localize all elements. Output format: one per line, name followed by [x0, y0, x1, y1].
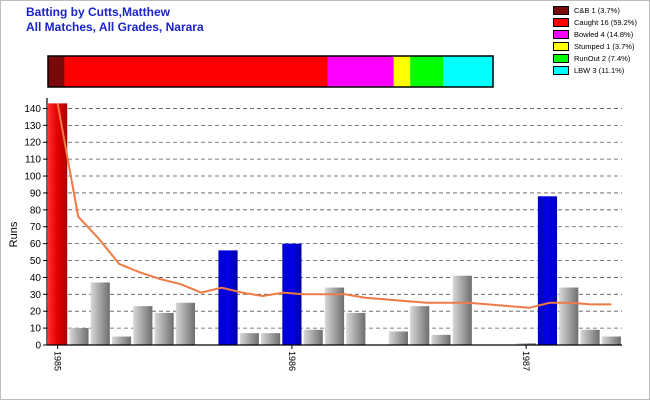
innings-bar — [601, 336, 621, 345]
y-tick-label: 80 — [30, 205, 42, 216]
legend-label: LBW 3 (11.1%) — [574, 66, 625, 75]
season-label: 1985 — [53, 351, 63, 371]
legend-item: C&B 1 (3.7%) — [553, 5, 637, 16]
innings-bar — [537, 196, 558, 345]
legend-swatch — [553, 54, 569, 63]
legend-label: Bowled 4 (14.8%) — [574, 30, 634, 39]
innings-bar — [69, 328, 89, 345]
legend-swatch — [553, 6, 569, 15]
y-tick-label: 40 — [30, 273, 42, 284]
y-tick-label: 140 — [24, 104, 41, 115]
innings-bar — [410, 306, 430, 345]
dismissal-bar — [47, 55, 494, 88]
y-tick-label: 120 — [24, 138, 41, 149]
innings-bar — [346, 312, 366, 345]
legend-label: RunOut 2 (7.4%) — [574, 54, 631, 63]
chart-subtitle: All Matches, All Grades, Narara — [26, 20, 204, 34]
chart-title: Batting by Cutts,Matthew — [26, 5, 170, 19]
y-tick-label: 130 — [24, 121, 41, 132]
legend-item: RunOut 2 (7.4%) — [553, 53, 637, 64]
innings-bar — [239, 333, 259, 345]
y-tick-label: 90 — [30, 188, 42, 199]
season-label: 1986 — [287, 351, 297, 371]
dismissal-segment — [48, 56, 65, 87]
legend-label: Caught 16 (59.2%) — [574, 18, 637, 27]
legend-item: Caught 16 (59.2%) — [553, 17, 637, 28]
legend-swatch — [553, 18, 569, 27]
innings-bar — [452, 275, 472, 345]
legend-label: C&B 1 (3.7%) — [574, 6, 620, 15]
innings-bar — [218, 250, 238, 345]
innings-bar — [559, 287, 579, 345]
season-label: 1987 — [521, 351, 531, 371]
innings-bar — [175, 302, 196, 345]
y-axis-label: Runs — [8, 221, 20, 247]
legend: C&B 1 (3.7%) Caught 16 (59.2%) Bowled 4 (1… — [553, 5, 637, 77]
innings-bar — [48, 103, 68, 346]
legend-swatch — [553, 42, 569, 51]
legend-item: LBW 3 (11.1%) — [553, 65, 637, 76]
innings-bar — [111, 336, 132, 345]
innings-bar — [154, 312, 174, 345]
y-tick-label: 10 — [30, 324, 42, 335]
innings-bar — [90, 282, 110, 345]
y-tick-label: 0 — [35, 341, 41, 352]
innings-bar — [388, 331, 408, 345]
legend-swatch — [553, 30, 569, 39]
bars — [48, 103, 621, 346]
legend-swatch — [553, 66, 569, 75]
y-tick-label: 50 — [30, 256, 42, 267]
dismissal-segment — [327, 56, 394, 87]
innings-bar — [431, 334, 451, 345]
innings-bar — [580, 329, 600, 345]
innings-bar — [261, 333, 281, 345]
legend-item: Bowled 4 (14.8%) — [553, 29, 637, 40]
dismissal-segment — [64, 56, 328, 87]
innings-bar — [303, 329, 323, 345]
y-tick-label: 100 — [24, 172, 41, 183]
y-tick-label: 110 — [25, 155, 41, 166]
y-tick-label: 70 — [30, 222, 42, 233]
y-tick-label: 30 — [30, 290, 42, 301]
average-line — [56, 103, 612, 309]
innings-bar — [516, 343, 536, 345]
legend-item: Stumped 1 (3.7%) — [553, 41, 637, 52]
dismissal-bar-border — [47, 55, 494, 88]
dismissal-segment — [443, 56, 493, 87]
y-tick-label: 60 — [30, 239, 42, 250]
innings-bar — [133, 306, 153, 345]
average-line-group — [56, 103, 612, 309]
dismissal-segment — [410, 56, 444, 87]
innings-bar — [324, 287, 345, 345]
legend-label: Stumped 1 (3.7%) — [574, 42, 635, 51]
dismissal-segment — [393, 56, 411, 87]
axes: 0 10 20 30 40 50 60 70 80 90 100 110 120 130 140 1985 19… — [24, 98, 622, 371]
y-tick-label: 20 — [30, 307, 42, 318]
